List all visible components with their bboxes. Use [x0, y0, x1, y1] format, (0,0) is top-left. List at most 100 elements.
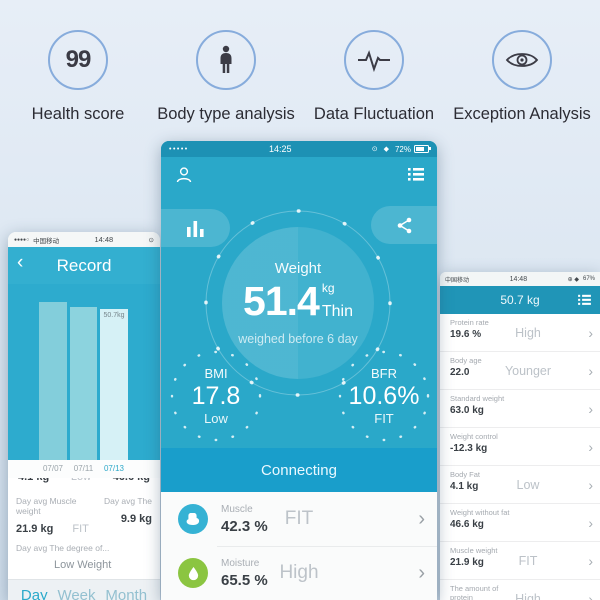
row-value: 21.9 kg [450, 557, 484, 568]
menu-list-icon[interactable] [408, 167, 424, 187]
row-label: Weight control [450, 432, 498, 441]
clock-label: 14:48 [94, 235, 114, 244]
bar-value-label: 50.7kg [103, 312, 125, 319]
bmi-ring [170, 350, 262, 442]
detail-screen: 中国移动 14:48 ⊕ ◆ 67% 50.7 kg Protein rate … [440, 272, 600, 600]
row-label: Protein rate [450, 318, 489, 327]
metric-status: FIT [284, 508, 314, 529]
bar-07-13[interactable]: 50.7kg [100, 309, 128, 460]
tab-day[interactable]: Day [20, 586, 48, 600]
bar-chart-icon [186, 220, 204, 237]
body-icon [196, 30, 256, 90]
carrier-label: 中国移动 [33, 237, 60, 245]
stat-status: FIT [72, 523, 89, 535]
day-avg-row: Day avg Muscle weight 21.9 kg FIT Day av… [8, 490, 160, 540]
muscle-icon [178, 504, 208, 534]
bar-07-11[interactable] [70, 307, 97, 460]
row-weight-without-fat[interactable]: Weight without fat 46.6 kg › [440, 504, 600, 542]
feature-label: Data Fluctuation [313, 105, 435, 123]
stat-label: Day avg Muscle weight [16, 496, 77, 516]
metric-value: 65.5 % [221, 571, 268, 589]
moisture-row[interactable]: Moisture 65.5 % High › [161, 546, 437, 600]
alarm-icon: ⊙ [148, 236, 154, 244]
back-icon[interactable]: ‹ [17, 252, 24, 273]
weight-status: Thin [321, 303, 353, 320]
battery-percent: 67% [582, 276, 595, 282]
row-value: -12.3 kg [450, 443, 488, 454]
metric-status: High [279, 562, 319, 583]
chevron-right-icon[interactable]: › [588, 438, 593, 455]
bfr-circle[interactable]: BFR 10.6% FIT [338, 350, 430, 442]
stat-status: Low [71, 478, 91, 483]
period-tabs: Day Week Month [8, 579, 160, 600]
weight-circle[interactable]: Weight 51.4 kg Thin weighed before 6 day [222, 227, 374, 379]
clipped-stats-row: 4.1 kg Low 46.6 kg [8, 478, 160, 490]
row-muscle-weight[interactable]: Muscle weight 21.9 kg FIT › [440, 542, 600, 580]
main-status-bar: ••••• 14:25 ⊙ ◆ 72% [161, 141, 437, 157]
row-label: Muscle weight [450, 546, 498, 555]
feature-label: Health score [31, 105, 125, 123]
row-value: 4.1 kg [450, 481, 479, 492]
chevron-right-icon[interactable]: › [418, 562, 425, 584]
metric-label: Moisture [221, 557, 260, 569]
row-status: Younger [504, 363, 552, 378]
score-99-icon: 99 [65, 46, 92, 73]
row-status: High [515, 325, 541, 340]
chevron-right-icon[interactable]: › [588, 590, 593, 600]
left-status-bar: ●●●●○ 中国移动 14:48 ⊙ [8, 232, 160, 247]
axis-tick[interactable]: 07/11 [73, 464, 94, 473]
weight-unit: kg [321, 281, 335, 295]
axis-tick-selected[interactable]: 07/13 [103, 464, 125, 473]
row-label: The amount of protein [450, 584, 499, 600]
stat-value: 4.1 kg [18, 478, 49, 483]
share-button[interactable] [371, 206, 437, 244]
weight-bar-chart[interactable]: 50.7kg [8, 284, 160, 460]
chevron-right-icon[interactable]: › [418, 508, 425, 530]
bar-07-07[interactable] [39, 302, 67, 460]
row-weight-control[interactable]: Weight control -12.3 kg › [440, 428, 600, 466]
bmi-status: Low [204, 411, 228, 426]
history-chart-button[interactable] [161, 209, 230, 247]
metrics-list: Muscle 42.3 % FIT › Moisture 65.5 % High… [161, 492, 437, 600]
tab-week[interactable]: Week [57, 586, 96, 600]
weighed-note: weighed before 6 day [238, 332, 358, 346]
stat-value: 21.9 kg [16, 523, 54, 535]
row-body-fat[interactable]: Body Fat 4.1 kg Low › [440, 466, 600, 504]
droplet-icon [178, 558, 208, 588]
tab-month[interactable]: Month [105, 586, 148, 600]
detail-rows: Protein rate 19.6 % High › Body age 22.0… [440, 314, 600, 600]
row-label: Standard weight [450, 394, 505, 403]
profile-icon[interactable] [174, 165, 194, 190]
row-status: High [515, 591, 541, 600]
row-standard-weight[interactable]: Standard weight 63.0 kg › [440, 390, 600, 428]
feature-health-score: 99 Health score [4, 30, 152, 124]
chevron-right-icon[interactable]: › [588, 324, 593, 341]
feature-data-fluctuation: Data Fluctuation [300, 30, 448, 124]
row-protein-rate[interactable]: Protein rate 19.6 % High › [440, 314, 600, 352]
feature-label: Body type analysis [157, 105, 295, 123]
muscle-row[interactable]: Muscle 42.3 % FIT › [161, 492, 437, 546]
bmi-circle[interactable]: BMI 17.8 Low [170, 350, 262, 442]
stat-label: Day avg The degree of... [16, 543, 110, 553]
row-label: Body Fat [450, 470, 481, 479]
chevron-right-icon[interactable]: › [588, 400, 593, 417]
row-body-age[interactable]: Body age 22.0 Younger › [440, 352, 600, 390]
status-icons: ⊙ ◆ [371, 146, 391, 153]
clock-label: 14:25 [269, 144, 292, 154]
health-score-icon: 99 [48, 30, 108, 90]
connecting-button[interactable]: Connecting [161, 448, 437, 492]
chevron-right-icon[interactable]: › [588, 476, 593, 493]
clock-label: 14:48 [509, 275, 528, 283]
metric-label: Muscle [221, 503, 253, 515]
detail-header: 50.7 kg [440, 286, 600, 314]
eye-icon [492, 30, 552, 90]
right-status-bar: 中国移动 14:48 ⊕ ◆ 67% [440, 272, 600, 286]
menu-list-icon[interactable] [578, 293, 591, 311]
axis-tick[interactable]: 07/07 [42, 464, 64, 473]
stat-value: 46.6 kg [113, 478, 150, 483]
row-amount-of-protein[interactable]: The amount of protein 9.9 kg High › [440, 580, 600, 600]
chevron-right-icon[interactable]: › [588, 514, 593, 531]
chevron-right-icon[interactable]: › [588, 362, 593, 379]
row-status: Low [516, 477, 540, 492]
chevron-right-icon[interactable]: › [588, 552, 593, 569]
